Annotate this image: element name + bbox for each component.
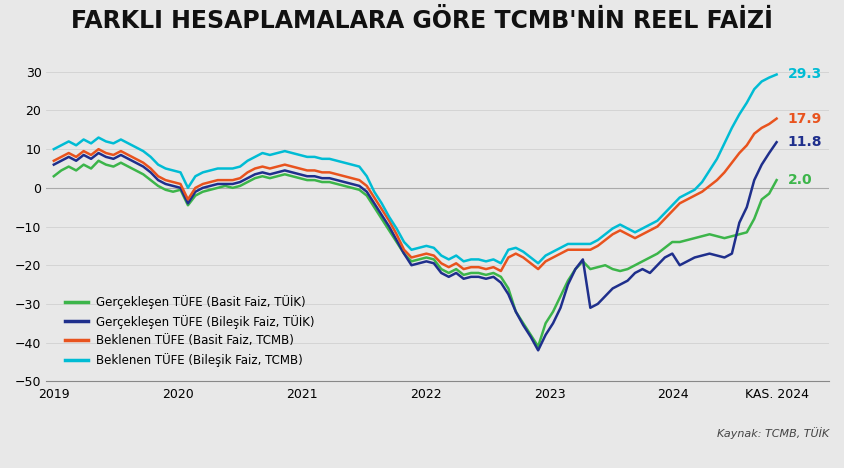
Text: 2.0: 2.0 [787,173,813,187]
Text: 29.3: 29.3 [787,67,822,81]
Text: 11.8: 11.8 [787,135,822,149]
Text: 17.9: 17.9 [787,111,822,125]
Legend: Gerçekleşen TÜFE (Basit Faiz, TÜİK), Gerçekleşen TÜFE (Bileşik Faiz, TÜİK), Bekl: Gerçekleşen TÜFE (Basit Faiz, TÜİK), Ger… [60,290,319,372]
Text: Kaynak: TCMB, TÜİK: Kaynak: TCMB, TÜİK [717,427,829,439]
Text: FARKLI HESAPLAMALARA GÖRE TCMB'NİN REEL FAİZİ: FARKLI HESAPLAMALARA GÖRE TCMB'NİN REEL … [71,9,773,33]
